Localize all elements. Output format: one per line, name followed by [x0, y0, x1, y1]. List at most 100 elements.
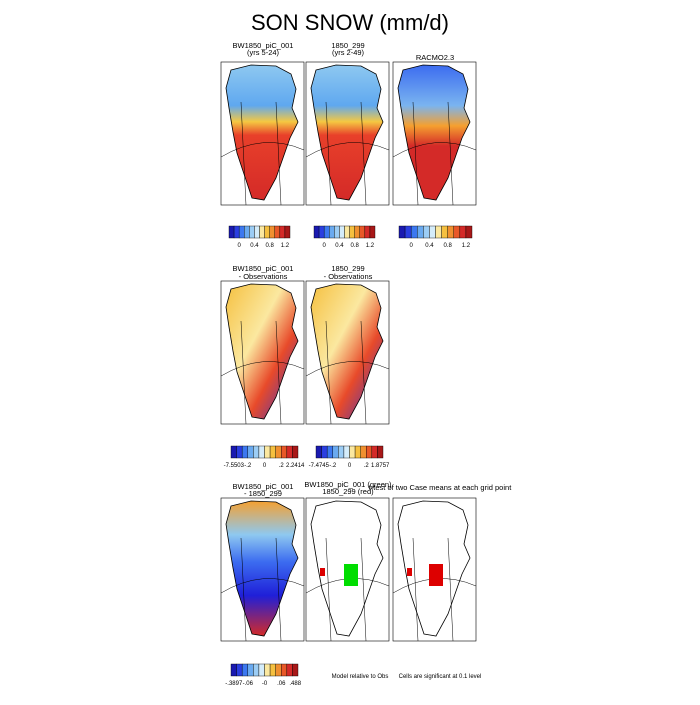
- colorbar-cell: [249, 225, 255, 239]
- colorbar-cell: [326, 445, 333, 459]
- colorbar-cell: [343, 445, 350, 459]
- panel-title: (yrs 2-49): [332, 48, 365, 57]
- colorbar-cell: [344, 225, 350, 239]
- note: Model relative to Obs: [332, 674, 389, 680]
- colorbar-cell: [281, 445, 288, 459]
- panel-title: BW1850_piC_001 (green): [304, 480, 392, 489]
- panel-title: BW1850_piC_001: [233, 264, 294, 273]
- colorbar-cell: [274, 225, 281, 239]
- colorbar-cell: [241, 445, 248, 459]
- colorbar-cell: [315, 445, 322, 459]
- note: Cells are significant at 0.1 level: [399, 674, 482, 680]
- panel-title: 1850_299: [331, 264, 364, 273]
- grid-lines: [220, 320, 305, 425]
- colorbar-cell: [269, 445, 276, 459]
- colorbar-label: .2: [279, 463, 285, 469]
- colorbar-cell: [429, 225, 436, 239]
- colorbar-cell: [292, 445, 299, 459]
- colorbar-cell: [275, 663, 282, 677]
- colorbar-cell: [453, 225, 461, 239]
- colorbar-label: 0.8: [350, 243, 359, 249]
- colorbar-cell: [233, 225, 240, 239]
- colorbar-cell: [286, 663, 293, 677]
- colorbar-cell: [264, 445, 271, 459]
- grid-lines: [220, 537, 305, 642]
- panel-title: - 1850_299: [244, 489, 282, 498]
- colorbar-cell: [369, 225, 376, 239]
- colorbar-label: -.3897: [225, 681, 243, 687]
- colorbar-label: 0: [237, 243, 241, 249]
- colorbar-label: 0.8: [265, 243, 274, 249]
- colorbar-cell: [241, 663, 248, 677]
- colorbar-cell: [360, 445, 367, 459]
- colorbar-cell: [359, 225, 366, 239]
- colorbar-cell: [286, 445, 293, 459]
- colorbar-label: 1.2: [366, 243, 375, 249]
- colorbar-cell: [447, 225, 454, 239]
- colorbar-cell: [228, 225, 235, 239]
- colorbar-label: .488: [289, 681, 301, 687]
- colorbar-cell: [269, 225, 275, 239]
- colorbar-label: -7.5503: [224, 463, 245, 469]
- colorbar-cell: [253, 445, 260, 459]
- colorbar-cell: [230, 445, 237, 459]
- figure-title: SON SNOW (mm/d): [251, 10, 449, 35]
- colorbar-cell: [410, 225, 418, 239]
- colorbar-cell: [423, 225, 430, 239]
- colorbar-cell: [313, 225, 320, 239]
- colorbar-cell: [238, 225, 245, 239]
- colorbar-cell: [459, 225, 467, 239]
- map-panel: [305, 61, 390, 206]
- colorbar-cell: [435, 225, 442, 239]
- colorbar-cell: [264, 663, 271, 677]
- colorbar-label: -.2: [244, 463, 252, 469]
- map-panel: [392, 61, 477, 206]
- colorbar-label: 0: [322, 243, 326, 249]
- panel-title: - Observations: [239, 272, 288, 281]
- panel-title: (yrs 5-24): [247, 48, 280, 57]
- colorbar-cell: [244, 225, 250, 239]
- colorbar-cell: [247, 663, 254, 677]
- panel-title: 1850_299 (red): [322, 487, 374, 496]
- colorbar-cell: [441, 225, 448, 239]
- signif-cells: [407, 568, 412, 576]
- colorbar-cell: [323, 225, 330, 239]
- colorbar-cell: [332, 445, 339, 459]
- grid-lines: [220, 101, 305, 206]
- panel-title: - Observations: [324, 272, 373, 281]
- map-panel: [305, 280, 390, 425]
- colorbar-label: 0.4: [250, 243, 259, 249]
- colorbar-label: .06: [277, 681, 286, 687]
- colorbar-label: 1.2: [462, 243, 471, 249]
- map-panel: [220, 497, 305, 642]
- colorbar-cell: [247, 445, 254, 459]
- colorbar-label: 0: [348, 463, 352, 469]
- panel-title: BW1850_piC_001: [233, 482, 294, 491]
- grid-lines: [305, 101, 390, 206]
- signif-cells: [429, 564, 443, 586]
- colorbar-cell: [258, 445, 265, 459]
- colorbar-label: 1.2: [281, 243, 290, 249]
- colorbar-label: -7.4745: [309, 463, 330, 469]
- map-panel: [305, 497, 390, 642]
- colorbar-cell: [254, 225, 260, 239]
- colorbar-cell: [349, 225, 355, 239]
- colorbar-cell: [279, 225, 286, 239]
- map-panel: [392, 497, 477, 642]
- colorbar-cell: [338, 445, 345, 459]
- colorbar-label: 0.8: [443, 243, 452, 249]
- colorbar-cell: [371, 445, 378, 459]
- colorbar-cell: [292, 663, 299, 677]
- colorbar-cell: [269, 663, 276, 677]
- colorbar-cell: [334, 225, 340, 239]
- signif-cells: [344, 564, 358, 586]
- panel-title: BW1850_piC_001: [233, 41, 294, 50]
- colorbar-cell: [236, 663, 243, 677]
- colorbar-cell: [259, 225, 265, 239]
- colorbar-label: 0.4: [425, 243, 434, 249]
- panel-title: 1850_299: [331, 41, 364, 50]
- colorbar-cell: [284, 225, 291, 239]
- map-panel: [220, 280, 305, 425]
- signif-cells: [320, 568, 325, 576]
